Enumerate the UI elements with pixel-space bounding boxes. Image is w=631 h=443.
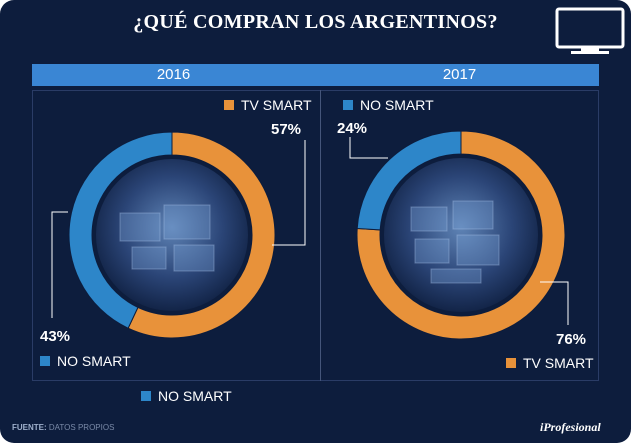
legend-2017-no-smart: NO SMART [343, 97, 434, 113]
leader-line-2017-smart [540, 281, 569, 325]
legend-2016-tv-smart: TV SMART [224, 97, 312, 113]
donut-2017 [356, 130, 566, 340]
center-image-screen [430, 268, 482, 284]
center-image-screen [410, 206, 448, 232]
donut-slice-tv-smart [356, 130, 566, 340]
center-image-screen [452, 200, 494, 230]
center-image-screen [119, 212, 161, 242]
leader-line-2016-smart [272, 140, 306, 246]
charts-panel [32, 90, 599, 381]
legend-label: NO SMART [360, 97, 434, 113]
leader-line-2017-no-smart [349, 137, 388, 159]
source-text: DATOS PROPIOS [48, 423, 115, 432]
center-image-screen [173, 244, 215, 272]
donut-center-image [384, 158, 538, 312]
data-label-2017-smart: 76% [556, 331, 587, 348]
center-image-screen [456, 234, 500, 266]
page-title: ¿QUÉ COMPRAN LOS ARGENTINOS? [133, 11, 498, 33]
legend-2017-tv-smart: TV SMART [506, 355, 594, 371]
panel-divider [320, 90, 321, 381]
data-label-2016-no-smart: 43% [40, 328, 71, 345]
year-2017-label: 2017 [442, 66, 477, 83]
donut-center-image [96, 159, 248, 311]
legend-swatch-smart [224, 100, 234, 110]
legend-label: TV SMART [241, 97, 312, 113]
donut-slice-no-smart [356, 130, 462, 231]
legend-swatch-no-smart [343, 100, 353, 110]
legend-label: NO SMART [158, 388, 232, 404]
center-image-screen [163, 204, 211, 240]
legend-label: TV SMART [523, 355, 594, 371]
legend-label: NO SMART [57, 353, 131, 369]
tv-icon [555, 7, 625, 54]
bottom-legend-no-smart: NO SMART [141, 388, 232, 404]
year-2016-label: 2016 [156, 66, 191, 83]
legend-2016-no-smart: NO SMART [40, 353, 131, 369]
data-label-2016-smart: 57% [271, 121, 302, 138]
source-label: FUENTE: [12, 423, 47, 432]
brand-logo: iProfesional [540, 420, 601, 434]
legend-swatch-no-smart [40, 356, 50, 366]
donut-slice-tv-smart [127, 131, 276, 339]
source-note: FUENTE: DATOS PROPIOS [12, 423, 114, 432]
legend-swatch-smart [506, 358, 516, 368]
center-image-screen [131, 246, 167, 270]
data-label-2017-no-smart: 24% [337, 120, 368, 137]
center-image-screen [414, 238, 450, 264]
donut-slice-no-smart [68, 131, 173, 329]
legend-swatch-no-smart [141, 391, 151, 401]
year-header-bar [32, 64, 599, 86]
leader-line-2016-no-smart [51, 211, 68, 318]
donut-2016 [68, 131, 276, 339]
